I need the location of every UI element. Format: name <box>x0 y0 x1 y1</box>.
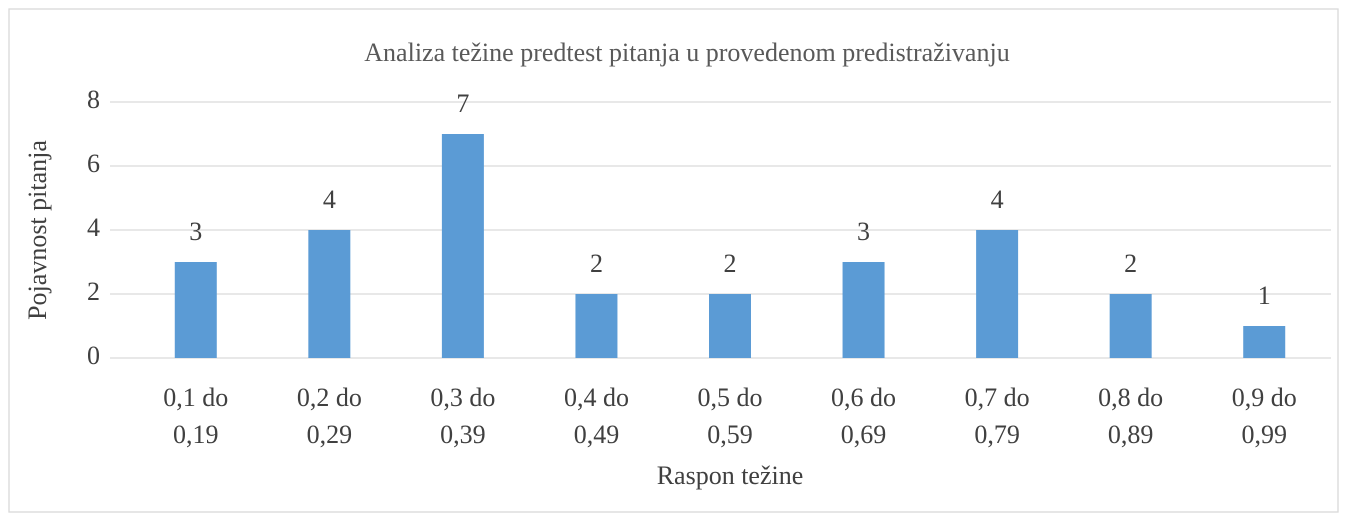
y-tick-label: 8 <box>87 85 100 114</box>
x-tick-label: 0,1 do 0,19 <box>163 383 228 449</box>
x-tick-label: 0,5 do 0,59 <box>698 383 763 449</box>
data-label: 3 <box>189 217 202 246</box>
x-axis-label: Raspon težine <box>657 461 804 490</box>
bar <box>575 294 618 358</box>
bar <box>174 262 217 358</box>
y-axis-label: Pojavnost pitanja <box>23 140 52 320</box>
data-label: 2 <box>724 249 737 278</box>
data-label: 2 <box>590 249 603 278</box>
bar <box>308 230 351 358</box>
bar <box>441 134 484 358</box>
bar <box>842 262 885 358</box>
bar <box>709 294 751 358</box>
x-tick-label: 0,3 do 0,39 <box>430 383 495 449</box>
x-tick-label: 0,9 do 0,99 <box>1232 383 1297 449</box>
y-tick-label: 2 <box>87 277 100 306</box>
x-tick-label: 0,8 do 0,89 <box>1098 383 1163 449</box>
data-label: 2 <box>1124 249 1137 278</box>
bar <box>1109 294 1152 358</box>
x-tick-label: 0,2 do 0,29 <box>297 383 362 449</box>
y-tick-label: 4 <box>87 213 100 242</box>
chart-title: Analiza težine predtest pitanja u proved… <box>364 38 1009 67</box>
x-tick-label: 0,6 do 0,69 <box>831 383 896 449</box>
bar <box>1243 326 1286 358</box>
bar <box>976 230 1019 358</box>
y-tick-label: 6 <box>87 149 100 178</box>
data-label: 4 <box>323 185 336 214</box>
data-label: 7 <box>456 89 469 118</box>
data-label: 1 <box>1258 281 1271 310</box>
y-tick-label: 0 <box>87 341 100 370</box>
data-label: 3 <box>857 217 870 246</box>
data-label: 4 <box>991 185 1004 214</box>
x-tick-label: 0,7 do 0,79 <box>965 383 1030 449</box>
x-tick-label: 0,4 do 0,49 <box>564 383 629 449</box>
chart-border <box>8 8 1339 513</box>
